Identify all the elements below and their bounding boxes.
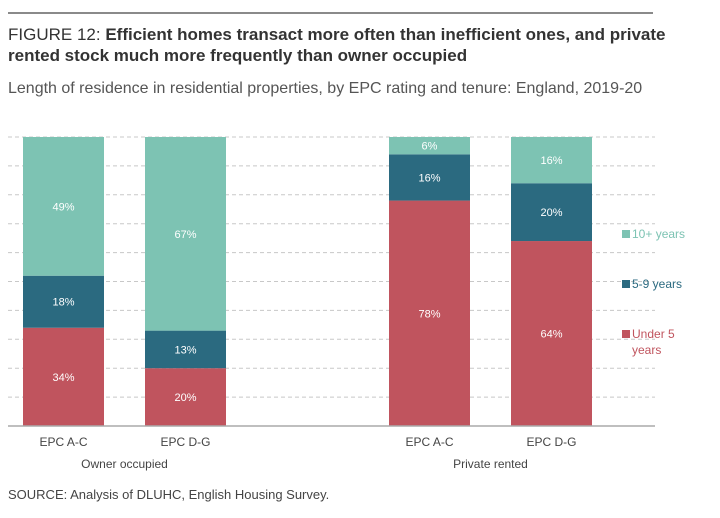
legend-label: 10+ years	[632, 227, 685, 241]
title-text: Efficient homes transact more often than…	[8, 25, 666, 65]
chart-title: FIGURE 12: Efficient homes transact more…	[8, 24, 668, 66]
data-label: 64%	[540, 329, 562, 341]
x-tick-label: EPC D-G	[526, 435, 576, 449]
data-label: 34%	[52, 372, 74, 384]
source-note: SOURCE: Analysis of DLUHC, English Housi…	[8, 487, 330, 502]
figure-label: FIGURE 12:	[8, 25, 106, 44]
bar-segment	[511, 137, 592, 184]
x-tick-label: EPC A-C	[405, 435, 453, 449]
data-label: 78%	[418, 308, 440, 320]
data-label: 16%	[540, 155, 562, 167]
data-label: 18%	[52, 297, 74, 309]
bar-segment	[23, 275, 104, 328]
bar-segment	[23, 137, 104, 276]
bar-segment	[389, 200, 470, 426]
legend-label: Under 5	[632, 327, 675, 341]
group-label: Owner occupied	[81, 457, 168, 471]
x-tick-label: EPC A-C	[39, 435, 87, 449]
legend-swatch	[622, 330, 630, 338]
legend-swatch	[622, 230, 630, 238]
data-label: 13%	[174, 344, 196, 356]
legend-label: years	[632, 343, 661, 357]
legend-label: 5-9 years	[632, 277, 682, 291]
bar-segment	[145, 368, 226, 426]
x-tick-label: EPC D-G	[160, 435, 210, 449]
data-label: 6%	[422, 141, 438, 153]
bar-segment	[511, 241, 592, 426]
group-label: Private rented	[453, 457, 528, 471]
chart-subtitle: Length of residence in residential prope…	[8, 80, 643, 97]
bar-segment	[389, 137, 470, 155]
data-label: 49%	[52, 201, 74, 213]
data-label: 67%	[174, 229, 196, 241]
top-rule	[8, 12, 653, 14]
data-label: 16%	[418, 172, 440, 184]
bar-segment	[145, 330, 226, 369]
data-label: 20%	[174, 392, 196, 404]
data-label: 20%	[540, 207, 562, 219]
legend-swatch	[622, 280, 630, 288]
bar-segment	[511, 183, 592, 242]
bar-segment	[23, 327, 104, 426]
bar-segment	[145, 137, 226, 331]
bar-segment	[389, 154, 470, 201]
